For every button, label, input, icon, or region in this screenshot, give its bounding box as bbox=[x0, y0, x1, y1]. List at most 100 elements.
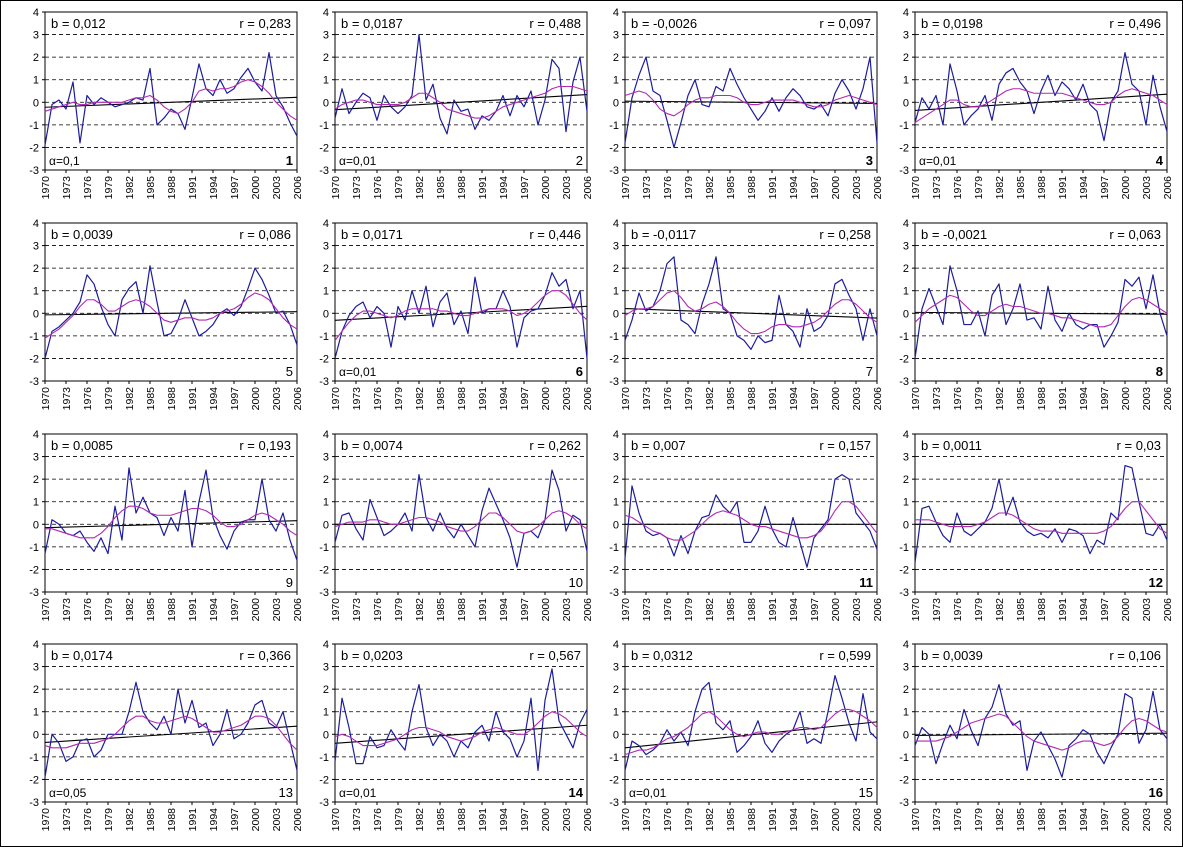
panel-number: 16 bbox=[1149, 785, 1163, 800]
y-tick-label: -2 bbox=[609, 142, 619, 154]
y-tick-label: 4 bbox=[33, 218, 39, 230]
x-tick-label: 2003 bbox=[561, 598, 573, 622]
y-tick-label: 0 bbox=[903, 97, 909, 109]
r-coefficient-label: r = 0,106 bbox=[1109, 648, 1161, 663]
y-tick-label: 3 bbox=[903, 30, 909, 42]
y-tick-label: 4 bbox=[903, 218, 909, 230]
y-tick-label: 1 bbox=[903, 707, 909, 719]
y-tick-label: -3 bbox=[609, 587, 619, 599]
series-line-smooth bbox=[624, 501, 878, 541]
x-tick-label: 1997 bbox=[519, 598, 531, 622]
x-tick-label: 2000 bbox=[830, 176, 842, 200]
x-tick-label: 1985 bbox=[725, 387, 737, 411]
x-tick-label: 2000 bbox=[250, 598, 262, 622]
x-tick-label: 2000 bbox=[250, 808, 262, 832]
r-coefficient-label: r = 0,193 bbox=[239, 438, 291, 453]
x-tick-label: 1991 bbox=[1057, 598, 1069, 622]
y-tick-label: 3 bbox=[903, 241, 909, 253]
y-tick-label: -2 bbox=[899, 774, 909, 786]
chart-panel-8: -3 -2 -1 0 1 2 3 4 1970 1973 1976 1979 1982 1985 1988 1… bbox=[899, 218, 1171, 411]
y-tick-label: 4 bbox=[903, 7, 909, 19]
series-line-smooth bbox=[334, 510, 588, 534]
x-tick-label: 1988 bbox=[746, 387, 758, 411]
x-tick-label: 1994 bbox=[498, 598, 510, 622]
y-tick-label: 4 bbox=[323, 7, 329, 19]
x-tick-label: 1976 bbox=[372, 598, 384, 622]
chart-panel-10: -3 -2 -1 0 1 2 3 4 1970 1973 1976 1979 1982 1985 1988 1… bbox=[319, 429, 591, 622]
y-tick-label: -2 bbox=[899, 353, 909, 365]
y-tick-label: -2 bbox=[899, 564, 909, 576]
x-tick-label: 1991 bbox=[187, 176, 199, 200]
x-tick-label: 1988 bbox=[166, 176, 178, 200]
chart-panel-16: -3 -2 -1 0 1 2 3 4 1970 1973 1976 1979 1982 1985 1988 1… bbox=[899, 639, 1171, 832]
x-tick-label: 1976 bbox=[952, 176, 964, 200]
plot-area bbox=[44, 11, 298, 171]
y-tick-label: -1 bbox=[29, 120, 39, 132]
y-tick-label: 4 bbox=[323, 218, 329, 230]
plot-area bbox=[44, 222, 298, 382]
y-tick-label: -2 bbox=[609, 353, 619, 365]
x-tick-label: 2000 bbox=[830, 808, 842, 832]
panel-number: 11 bbox=[859, 575, 873, 590]
y-tick-label: 1 bbox=[33, 707, 39, 719]
x-tick-label: 1991 bbox=[187, 598, 199, 622]
x-tick-label: 1985 bbox=[435, 176, 447, 200]
x-tick-label: 1970 bbox=[330, 808, 342, 832]
x-tick-label: 2003 bbox=[851, 387, 863, 411]
b-coefficient-label: b = 0,0171 bbox=[341, 227, 403, 242]
y-tick-label: 0 bbox=[613, 519, 619, 531]
x-tick-label: 1979 bbox=[393, 808, 405, 832]
x-tick-label: 1979 bbox=[683, 808, 695, 832]
x-tick-label: 1982 bbox=[704, 598, 716, 622]
x-tick-label: 1994 bbox=[208, 387, 220, 411]
y-tick-label: 1 bbox=[613, 707, 619, 719]
x-tick-label: 2003 bbox=[1141, 387, 1153, 411]
x-tick-label: 1976 bbox=[952, 808, 964, 832]
y-tick-label: -1 bbox=[319, 331, 329, 343]
y-tick-label: 0 bbox=[613, 97, 619, 109]
x-tick-label: 1982 bbox=[994, 808, 1006, 832]
series-line-smooth bbox=[44, 292, 298, 339]
chart-panel-7: -3 -2 -1 0 1 2 3 4 1970 1973 1976 1979 1982 1985 1988 1… bbox=[609, 218, 881, 411]
x-tick-label: 2000 bbox=[830, 387, 842, 411]
y-tick-label: -3 bbox=[29, 587, 39, 599]
alpha-label: α=0,01 bbox=[339, 786, 377, 800]
x-tick-label: 1973 bbox=[931, 176, 943, 200]
series-line-smooth bbox=[914, 294, 1168, 328]
x-tick-label: 1985 bbox=[1015, 808, 1027, 832]
x-tick-label: 1976 bbox=[952, 387, 964, 411]
x-tick-label: 1985 bbox=[1015, 387, 1027, 411]
y-tick-label: 3 bbox=[323, 662, 329, 674]
x-tick-label: 1994 bbox=[208, 808, 220, 832]
y-tick-label: -1 bbox=[29, 542, 39, 554]
x-tick-label: 1994 bbox=[1078, 598, 1090, 622]
x-tick-label: 1976 bbox=[662, 387, 674, 411]
y-tick-label: 0 bbox=[33, 308, 39, 320]
y-tick-label: 1 bbox=[903, 286, 909, 298]
y-tick-label: -2 bbox=[319, 564, 329, 576]
b-coefficient-label: b = -0,0117 bbox=[631, 227, 696, 242]
y-tick-label: -3 bbox=[319, 797, 329, 809]
x-tick-label: 1973 bbox=[641, 808, 653, 832]
r-coefficient-label: r = 0,262 bbox=[529, 438, 581, 453]
x-tick-label: 1988 bbox=[456, 176, 468, 200]
x-tick-label: 1991 bbox=[187, 808, 199, 832]
x-tick-label: 2003 bbox=[561, 808, 573, 832]
series-line-raw bbox=[914, 52, 1168, 142]
y-tick-label: 3 bbox=[33, 452, 39, 464]
x-tick-label: 1985 bbox=[145, 808, 157, 832]
x-tick-label: 1997 bbox=[809, 808, 821, 832]
panel-number: 1 bbox=[286, 153, 293, 168]
series-line-smooth bbox=[914, 88, 1168, 124]
r-coefficient-label: r = 0,567 bbox=[529, 648, 581, 663]
series-line-smooth bbox=[334, 290, 588, 341]
panel-number: 3 bbox=[866, 153, 873, 168]
chart-panel-6: -3 -2 -1 0 1 2 3 4 1970 1973 1976 1979 1982 1985 1988 1… bbox=[319, 218, 591, 410]
x-tick-label: 1991 bbox=[477, 176, 489, 200]
plot-area bbox=[44, 643, 298, 803]
r-coefficient-label: r = 0,366 bbox=[239, 648, 291, 663]
series-line-smooth bbox=[624, 90, 878, 117]
y-tick-label: 3 bbox=[33, 241, 39, 253]
x-tick-label: 1997 bbox=[1099, 808, 1111, 832]
x-tick-label: 1988 bbox=[1036, 176, 1048, 200]
